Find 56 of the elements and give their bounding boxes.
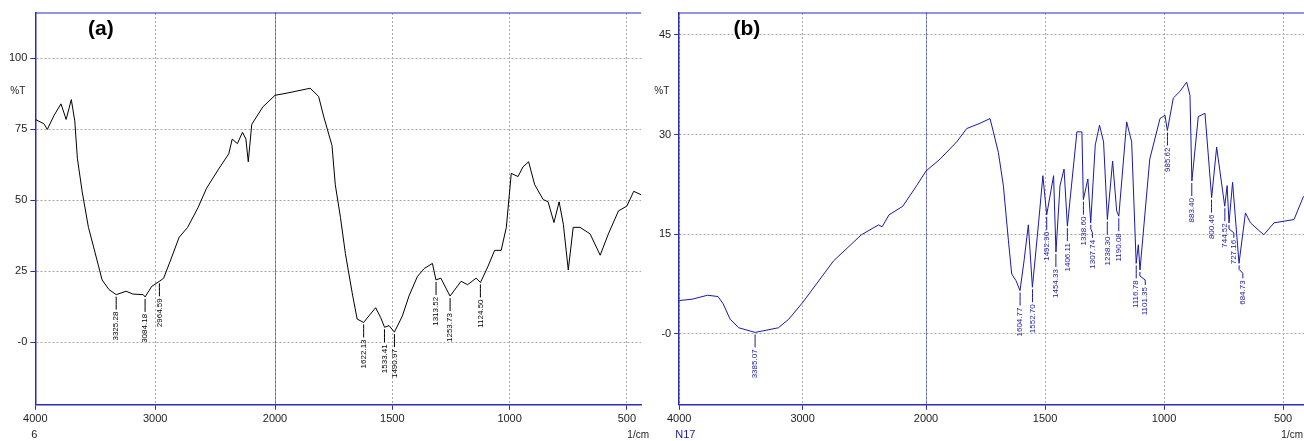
annotation: 1253.73 xyxy=(445,312,455,342)
x-tick-label: 1000 xyxy=(1151,412,1177,425)
x-tick-label: 3000 xyxy=(142,412,168,425)
annotation: 1492.90 xyxy=(1041,231,1051,261)
annotation: 1238.30 xyxy=(1102,235,1112,266)
y-axis-title: %T xyxy=(10,85,26,97)
x-tick-label: 4000 xyxy=(23,412,48,425)
annotation: 883.40 xyxy=(1186,197,1196,223)
x-tick-label: 500 xyxy=(617,412,637,425)
chart-title: (b) xyxy=(733,16,761,40)
annotation: 1190.08 xyxy=(1113,232,1123,262)
y-tick-label: 25 xyxy=(15,264,28,277)
x-axis-title: 1/cm xyxy=(1281,428,1303,440)
x-tick-label: 1500 xyxy=(380,412,405,425)
annotation: 1604.77 xyxy=(1015,307,1025,337)
annotation: 3084.18 xyxy=(140,313,150,343)
y-tick-label: 50 xyxy=(15,193,28,206)
annotation: 1124.50 xyxy=(475,298,485,328)
annotation: 985.62 xyxy=(1162,146,1172,173)
annotation: 1454.33 xyxy=(1051,268,1061,298)
annotation: 1313.52 xyxy=(431,296,441,326)
y-tick-label: -0 xyxy=(661,326,672,339)
x-tick-label: 3000 xyxy=(790,412,815,425)
annotation: 2964.59 xyxy=(154,297,164,328)
annotation: 3325.28 xyxy=(111,311,121,341)
annotation: 1101.35 xyxy=(1140,286,1150,316)
y-tick-label: -0 xyxy=(17,335,28,348)
x-tick-label: 1500 xyxy=(1032,412,1058,425)
annotation: 1406.11 xyxy=(1062,242,1072,272)
x-tick-label: 1000 xyxy=(497,412,522,425)
y-tick-label: 75 xyxy=(15,122,28,135)
annotation: 727.16 xyxy=(1229,239,1239,265)
annotation: 800.46 xyxy=(1206,214,1216,240)
x-tick-label: 500 xyxy=(1273,412,1293,425)
y-axis-title: %T xyxy=(654,85,670,97)
chart-title: (a) xyxy=(88,16,114,40)
text: N17 xyxy=(675,427,696,440)
annotation: 1533.41 xyxy=(379,343,389,374)
y-tick-label: 100 xyxy=(8,51,28,64)
y-tick-label: 30 xyxy=(658,127,672,140)
annotation: 684.73 xyxy=(1238,279,1248,305)
annotation: 1116.78 xyxy=(1131,279,1141,309)
annotation: 1622.13 xyxy=(358,338,368,369)
x-tick-label: 2000 xyxy=(262,412,288,425)
text: 6 xyxy=(31,427,38,440)
x-tick-label: 2000 xyxy=(913,412,939,425)
y-tick-label: 45 xyxy=(658,27,672,40)
x-tick-label: 4000 xyxy=(666,412,692,425)
x-axis-title: 1/cm xyxy=(627,428,649,440)
annotation: 1338.60 xyxy=(1078,216,1088,246)
annotation: 744.52 xyxy=(1220,222,1230,248)
annotation: 3385.07 xyxy=(750,348,760,379)
y-tick-label: 15 xyxy=(658,227,672,240)
annotation: 1490.97 xyxy=(389,348,399,379)
annotation: 1307.74 xyxy=(1087,239,1097,269)
annotation: 1552.70 xyxy=(1027,303,1037,334)
